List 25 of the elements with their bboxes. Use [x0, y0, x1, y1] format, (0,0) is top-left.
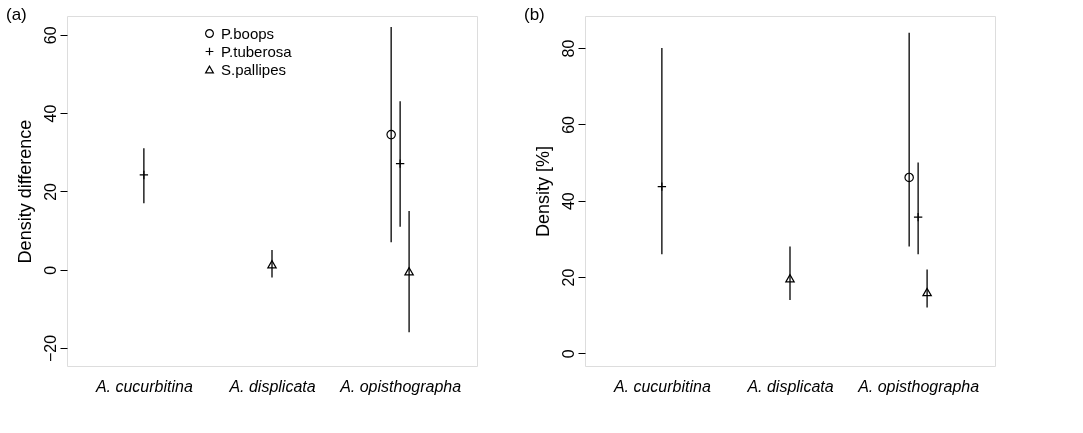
y-tick-label: 20 [41, 182, 59, 201]
y-tick-label: 40 [41, 104, 59, 123]
y-tick-label: 60 [41, 26, 59, 45]
y-tick-label: 20 [559, 268, 577, 287]
x-tick-label: A. opisthographa [339, 377, 462, 395]
x-tick-label: A. displicata [228, 377, 316, 395]
legend-label: P.boops [221, 24, 275, 42]
point [785, 273, 795, 283]
x-tick-label: A. cucurbitina [94, 377, 193, 395]
chart-title: (b) [524, 5, 545, 24]
x-tick-label: A. cucurbitina [612, 377, 711, 395]
chart-title: (a) [6, 5, 27, 24]
y-tick-label: 0 [559, 349, 577, 359]
y-tick-label: 80 [559, 39, 577, 58]
y-tick-label: −20 [41, 334, 59, 363]
y-tick-label: 40 [559, 192, 577, 211]
y-axis-title: Density [%] [532, 145, 553, 238]
x-tick-label: A. opisthographa [857, 377, 980, 395]
point [267, 259, 277, 269]
x-tick-label: A. displicata [746, 377, 834, 395]
y-axis-title: Density difference [14, 119, 35, 264]
legend-label: P.tuberosa [221, 42, 293, 60]
legend-label: S.pallipes [221, 60, 287, 78]
y-tick-label: 0 [41, 265, 59, 275]
y-tick-label: 60 [559, 115, 577, 134]
